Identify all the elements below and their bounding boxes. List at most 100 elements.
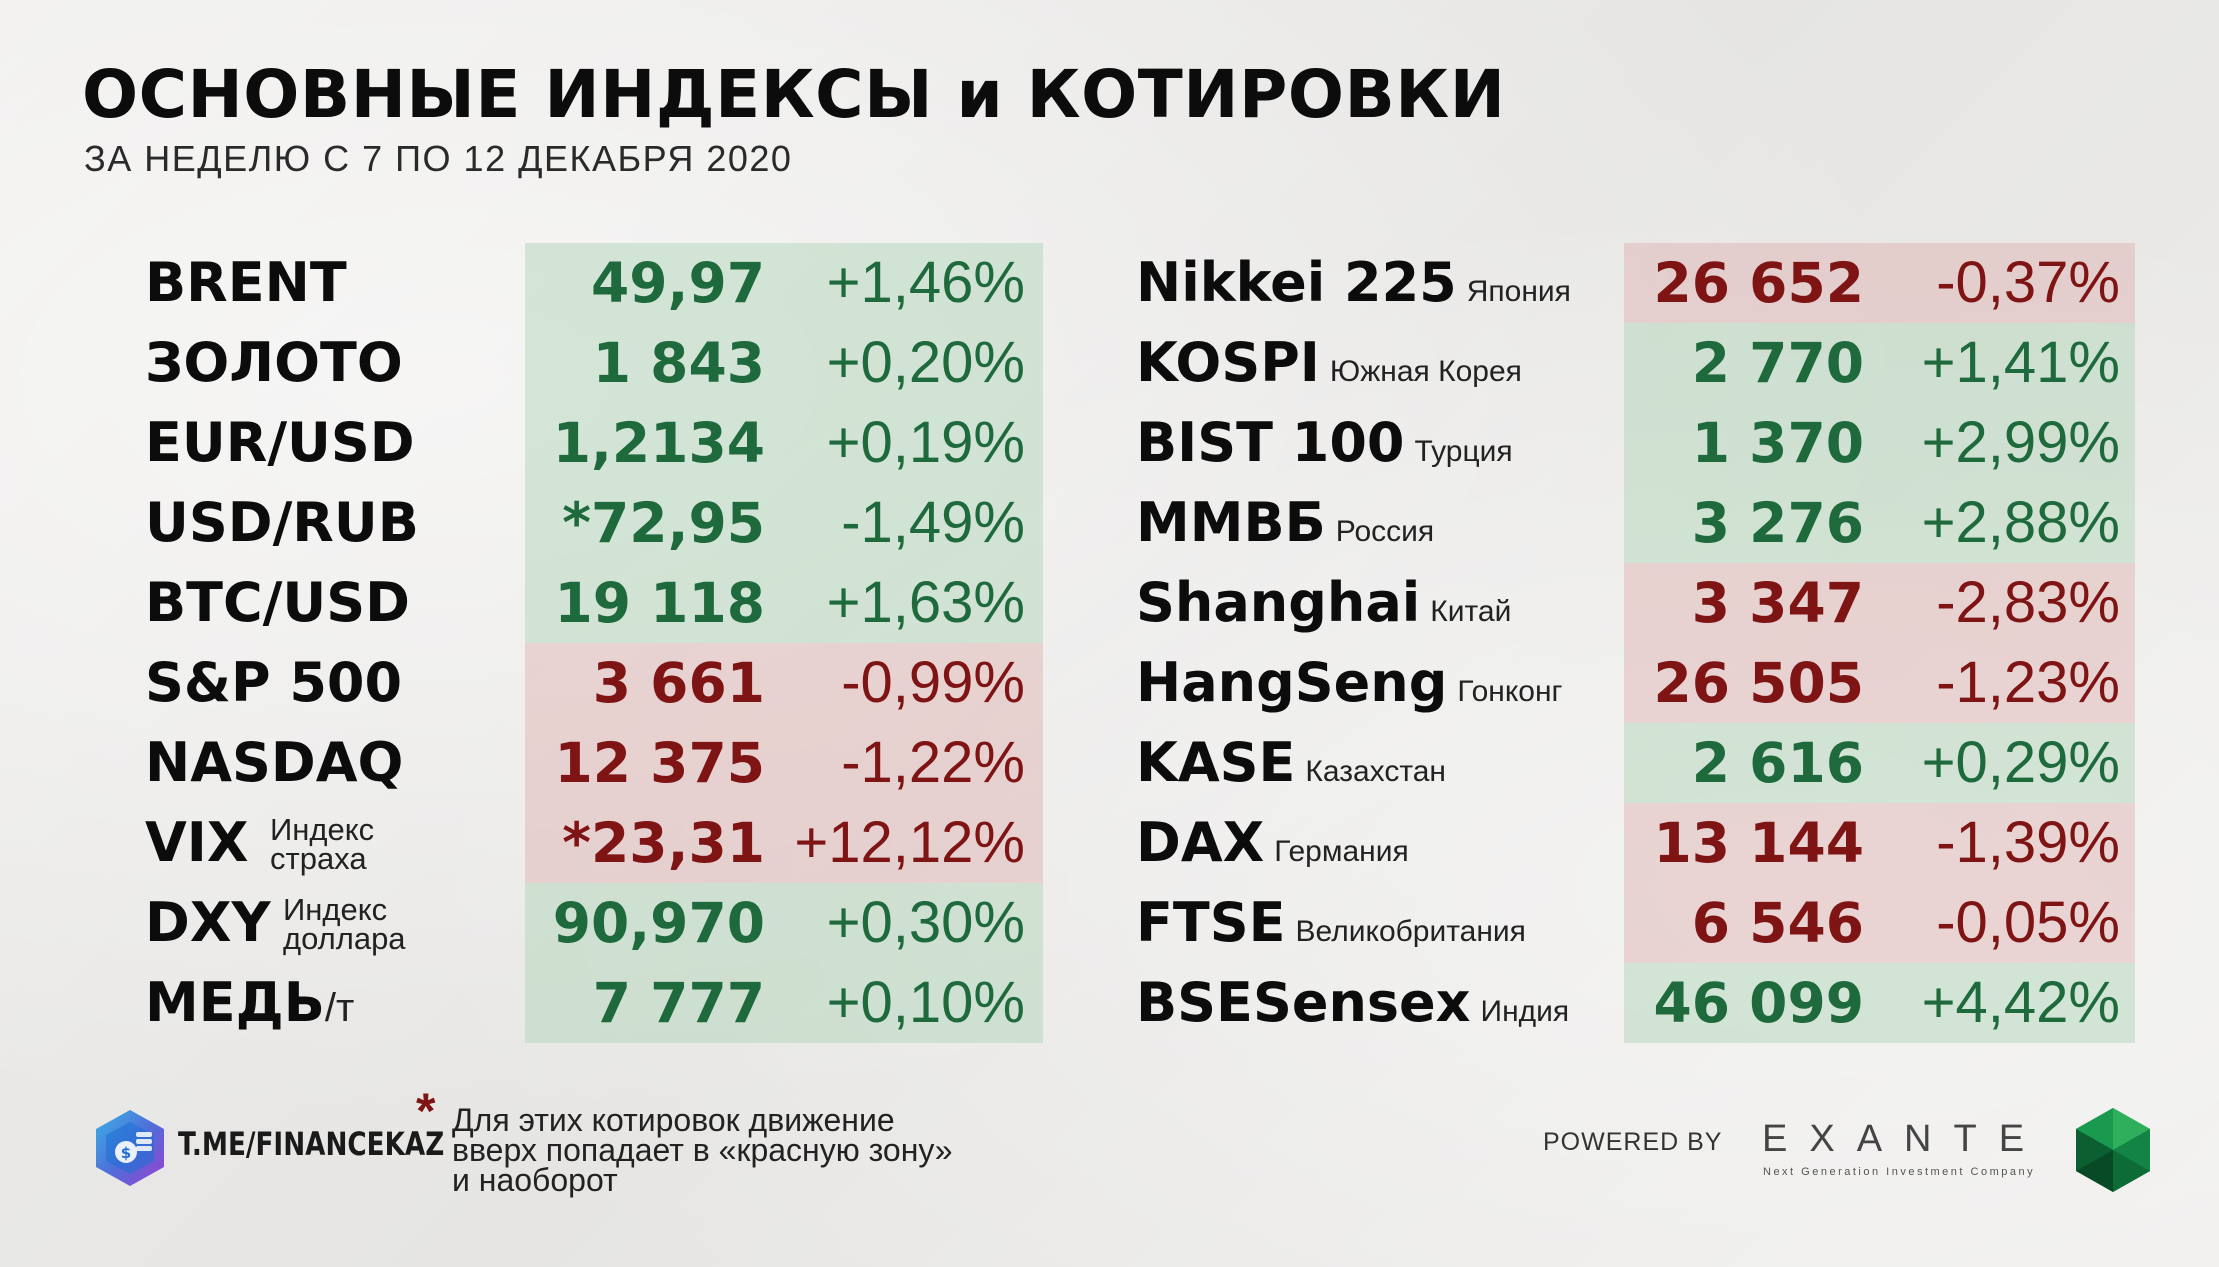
table-row: BSESensex Индия 46 099 +4,42%: [0, 963, 2200, 1043]
quote-change: -0,05%: [1936, 890, 2120, 955]
quote-value: 1,2134: [552, 411, 765, 475]
table-row: DAX Германия 13 144 -1,39%: [0, 803, 2200, 883]
quote-value: *23,31: [562, 811, 765, 875]
table-row: FTSE Великобритания 6 546 -0,05%: [0, 883, 2200, 963]
quote-name: S&P 500: [145, 651, 403, 714]
quote-name: Shanghai Китай: [1136, 563, 1511, 643]
quote-name: BIST 100 Турция: [1136, 403, 1513, 483]
quote-country: Казахстан: [1305, 755, 1447, 788]
table-row: BIST 100 Турция 1 370 +2,99%: [0, 403, 2200, 483]
telegram-logo-icon[interactable]: $: [90, 1108, 170, 1188]
quote-name: KOSPI Южная Корея: [1136, 323, 1522, 403]
footnote-line: вверх попадает в «красную зону»: [452, 1132, 953, 1168]
quote-country: Гонконг: [1457, 675, 1563, 708]
quote-change: +0,30%: [826, 890, 1025, 955]
quote-name-text: HangSeng: [1136, 651, 1448, 714]
left-red-zone: [525, 643, 1043, 883]
table-row: Nikkei 225 Япония 26 652 -0,37%: [0, 243, 2200, 323]
quote-value: 46 099: [1653, 971, 1865, 1035]
quote-value: 49,97: [591, 251, 765, 315]
quote-name: ЗОЛОТО: [145, 331, 403, 394]
right-red-zone-1: [1624, 243, 2135, 323]
quote-name: HangSeng Гонконг: [1136, 643, 1563, 723]
quote-value: 26 505: [1653, 651, 1865, 715]
table-row: USD/RUB *72,95 -1,49%: [0, 483, 1100, 563]
footnote-line: Для этих котировок движение: [452, 1102, 895, 1138]
svg-text:$: $: [121, 1144, 131, 1162]
quote-name: EUR/USD: [145, 411, 415, 474]
quote-name: FTSE Великобритания: [1136, 883, 1526, 963]
quote-value: 3 661: [592, 651, 765, 715]
quote-name: USD/RUB: [145, 491, 419, 554]
quote-change: +4,42%: [1921, 970, 2120, 1035]
table-row: BTC/USD 19 118 +1,63%: [0, 563, 1100, 643]
quote-change: -1,23%: [1936, 650, 2120, 715]
right-green-zone-1: [1624, 323, 2135, 563]
quote-change: +0,29%: [1921, 730, 2120, 795]
quote-value: 7 777: [592, 971, 765, 1035]
quote-country: Индия: [1480, 995, 1570, 1028]
footnote: Для этих котировок движение вверх попада…: [452, 1102, 953, 1198]
quote-name-text: ММВБ: [1136, 491, 1326, 554]
quote-name-text: DAX: [1136, 811, 1265, 874]
quote-name-text: Nikkei 225: [1136, 251, 1457, 314]
quote-note-line: страха: [270, 841, 367, 876]
quote-value: 26 652: [1653, 251, 1865, 315]
quote-change: +12,12%: [794, 810, 1025, 875]
quote-value: 2 770: [1691, 331, 1864, 395]
telegram-channel-link[interactable]: T.ME/FINANCEKAZ: [178, 1125, 445, 1163]
left-green-zone-bottom: [525, 883, 1043, 1043]
quote-name-text: BSESensex: [1136, 971, 1471, 1034]
quote-note-line: Индекс: [270, 812, 375, 847]
quote-change: -1,39%: [1936, 810, 2120, 875]
quote-value: 19 118: [554, 571, 766, 635]
table-row: ММВБ Россия 3 276 +2,88%: [0, 483, 2200, 563]
brand-logo-text: EXANTE: [1762, 1118, 2047, 1160]
quote-value: 3 276: [1691, 491, 1864, 555]
right-red-zone-2: [1624, 563, 2135, 723]
quote-value: 90,970: [552, 891, 765, 955]
quote-change: -0,99%: [841, 650, 1025, 715]
quote-name: DAX Германия: [1136, 803, 1409, 883]
quote-value: *72,95: [562, 491, 765, 555]
quote-name-text: BIST 100: [1136, 411, 1405, 474]
left-green-zone-top: [525, 243, 1043, 643]
table-row: ЗОЛОТО 1 843 +0,20%: [0, 323, 1100, 403]
table-row: NASDAQ 12 375 -1,22%: [0, 723, 1100, 803]
right-red-zone-3: [1624, 803, 2135, 963]
table-row: KASE Казахстан 2 616 +0,29%: [0, 723, 2200, 803]
quote-value: 2 616: [1691, 731, 1864, 795]
quote-change: +2,99%: [1921, 410, 2120, 475]
quote-change: -1,22%: [841, 730, 1025, 795]
quote-change: +2,88%: [1921, 490, 2120, 555]
quote-country: Турция: [1414, 435, 1513, 468]
quote-change: +0,19%: [826, 410, 1025, 475]
quote-name: DXY: [145, 891, 271, 954]
table-row: DXY Индекс доллара 90,970 +0,30%: [0, 883, 1100, 963]
quote-note: Индекс страха: [270, 812, 375, 876]
emerald-gem-icon: [2076, 1108, 2150, 1192]
quote-note: Индекс доллара: [283, 894, 406, 956]
quote-name: BRENT: [145, 251, 347, 314]
brand-tagline: Next Generation Investment Company: [1763, 1166, 2036, 1178]
right-green-zone-3: [1624, 963, 2135, 1043]
quote-name-text: KOSPI: [1136, 331, 1320, 394]
quote-country: Япония: [1466, 275, 1571, 308]
quote-change: -1,49%: [841, 490, 1025, 555]
quote-name: МЕДЬ/т: [145, 963, 354, 1043]
footnote-line: и наоборот: [452, 1162, 618, 1198]
quote-change: -0,37%: [1936, 250, 2120, 315]
quote-name: BTC/USD: [145, 571, 410, 634]
quote-name-text: Shanghai: [1136, 571, 1421, 634]
quote-name-text: KASE: [1136, 731, 1296, 794]
quote-country: Германия: [1274, 835, 1409, 868]
quote-change: +1,63%: [826, 570, 1025, 635]
page-subtitle: ЗА НЕДЕЛЮ С 7 ПО 12 ДЕКАБРЯ 2020: [84, 138, 793, 179]
right-green-zone-2: [1624, 723, 2135, 803]
quote-note-line: доллара: [283, 921, 406, 956]
quote-change: +1,46%: [826, 250, 1025, 315]
quote-name: BSESensex Индия: [1136, 963, 1569, 1043]
quote-change: +0,10%: [826, 970, 1025, 1035]
quote-name-text: FTSE: [1136, 891, 1286, 954]
quote-name: KASE Казахстан: [1136, 723, 1446, 803]
